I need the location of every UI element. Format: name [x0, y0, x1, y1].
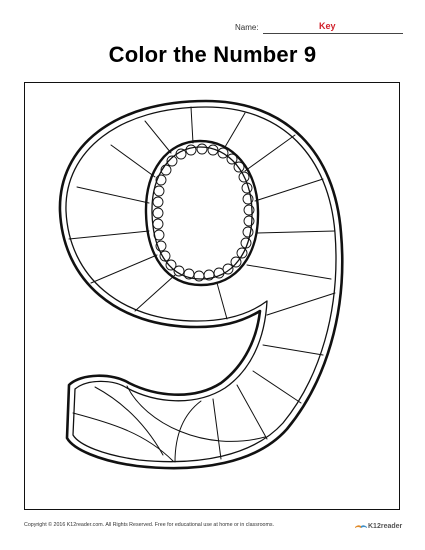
hole-inner-outline: [151, 146, 253, 280]
nine-outer-outline: [58, 99, 344, 470]
logo-text: K12reader: [368, 523, 403, 530]
number-nine-drawing: [58, 99, 344, 470]
name-field: Name: Key: [235, 21, 405, 35]
name-underline: [263, 33, 403, 34]
nine-inner-outline: [65, 106, 337, 463]
name-label: Name:: [235, 23, 259, 32]
name-value: Key: [319, 21, 336, 31]
page-title: Color the Number 9: [108, 42, 317, 67]
book-icon: [355, 525, 367, 528]
copyright-text: Copyright © 2016 K12reader.com. All Righ…: [24, 522, 275, 528]
coloring-frame: [24, 82, 400, 510]
segment-lines: [68, 106, 336, 463]
circle-ring: [152, 143, 255, 282]
k12reader-logo: K12reader: [354, 517, 404, 530]
hole-outer-outline: [144, 139, 260, 287]
